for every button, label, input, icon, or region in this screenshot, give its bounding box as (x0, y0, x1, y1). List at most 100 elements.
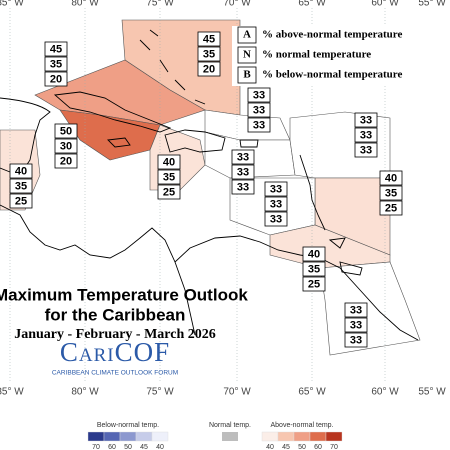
colorbar-swatch (261, 431, 279, 442)
value: 35 (385, 187, 397, 199)
value-box (247, 87, 271, 103)
value: 33 (270, 198, 282, 210)
value: 33 (360, 114, 372, 126)
value: 33 (350, 304, 362, 316)
value: 35 (15, 180, 27, 192)
colorbar-tick: 40 (156, 444, 164, 450)
value-box (247, 117, 271, 133)
value-box (54, 123, 78, 139)
value-box (157, 169, 181, 185)
value-box (354, 112, 378, 128)
title-line2: for the Caribbean (45, 305, 186, 324)
lon-label-bottom: 70° W (223, 387, 251, 398)
value: 25 (163, 186, 175, 198)
lon-label-top: 65° W (298, 0, 326, 9)
value-box (264, 211, 288, 227)
logo-subtitle: CARIBBEAN CLIMATE OUTLOOK FORUM (52, 370, 178, 377)
value-box (197, 46, 221, 62)
value: 30 (60, 140, 72, 152)
graticule (9, 8, 386, 383)
value: 25 (385, 202, 397, 214)
lon-label-top: 75° W (146, 0, 174, 9)
title-line1: Maximum Temperature Outlook (0, 285, 248, 304)
value-box (9, 193, 33, 209)
value-box (302, 276, 326, 292)
lon-label-bottom: 60° W (371, 387, 399, 398)
value: 35 (163, 171, 175, 183)
value: 40 (15, 165, 27, 177)
regions (0, 19, 421, 356)
legend-key-box (237, 46, 257, 64)
value: 40 (163, 156, 175, 168)
value-box (264, 181, 288, 197)
legend-text: % below-normal temperature (262, 69, 402, 81)
value: 35 (50, 58, 62, 70)
value-box (344, 332, 368, 348)
value-box (344, 302, 368, 318)
legend-key-box (237, 66, 257, 84)
colorbar-swatch (135, 431, 153, 442)
value: 33 (253, 119, 265, 131)
value: 25 (15, 195, 27, 207)
value-box (302, 246, 326, 262)
value-box (157, 154, 181, 170)
value-box (54, 153, 78, 169)
value-box (44, 71, 68, 87)
value: 35 (308, 263, 320, 275)
legend-text: % above-normal temperature (262, 29, 402, 41)
value-box (231, 179, 255, 195)
value: 20 (203, 63, 215, 75)
legend-key: B (243, 69, 251, 81)
value: 33 (360, 129, 372, 141)
colorbar-tick: 45 (282, 444, 290, 450)
colorbar-tick: 50 (298, 444, 306, 450)
value-box (9, 163, 33, 179)
value: 33 (270, 183, 282, 195)
lon-label-bottom: 55° W (418, 387, 446, 398)
colorbar-tick: 60 (314, 444, 322, 450)
boxes: 45 35 20 45 35 20 50 30 20 40 35 25 33 33 33 40 35 25 33 33… (9, 31, 403, 348)
value: 33 (237, 166, 249, 178)
period: January - February - March 2026 (14, 327, 216, 342)
value-box (231, 149, 255, 165)
value: 50 (60, 125, 72, 137)
colorbar-swatch (309, 431, 327, 442)
colorbar-swatch (325, 431, 343, 442)
value: 40 (308, 248, 320, 260)
value-box (44, 41, 68, 57)
colorbar-tick: 50 (124, 444, 132, 450)
legend-bg (232, 26, 418, 86)
value: 20 (50, 73, 62, 85)
value-box (302, 261, 326, 277)
colorbar-swatch (87, 431, 105, 442)
value-box (354, 127, 378, 143)
colorbar-label: Below-normal temp. (97, 422, 159, 429)
lon-labels: 85° W 85° W 80° W 80° W 75° W 75° W 70° W 70° W… (0, 0, 446, 398)
value: 35 (203, 48, 215, 60)
value: 33 (350, 319, 362, 331)
colorbar-swatch (151, 431, 169, 442)
colorbar-tick: 70 (330, 444, 338, 450)
value-box (344, 317, 368, 333)
value: 40 (385, 172, 397, 184)
value: 33 (237, 181, 249, 193)
value: 33 (253, 104, 265, 116)
region (319, 261, 421, 356)
value-box (157, 184, 181, 200)
title-block: Maximum Temperature Outlook for the Cari… (0, 285, 248, 376)
legend-key: A (243, 29, 251, 41)
value: 33 (270, 213, 282, 225)
value-box (379, 200, 403, 216)
value: 33 (253, 89, 265, 101)
value: 20 (60, 155, 72, 167)
colorbar-swatch (222, 432, 238, 441)
colorbar-tick: 70 (92, 444, 100, 450)
value: 33 (360, 144, 372, 156)
value-box (264, 196, 288, 212)
colorbar-label: Above-normal temp. (270, 422, 333, 429)
value-box (379, 185, 403, 201)
value-box (247, 102, 271, 118)
lon-label-top: 80° W (71, 0, 99, 9)
colorbar-tick: 45 (140, 444, 148, 450)
